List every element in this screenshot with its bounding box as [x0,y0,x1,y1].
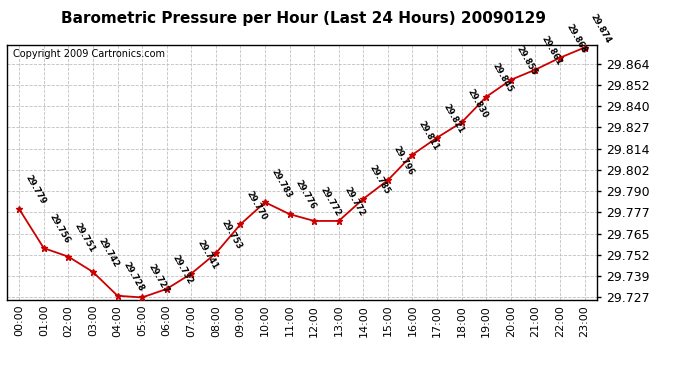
Text: 29.785: 29.785 [368,164,391,196]
Text: 29.756: 29.756 [48,213,72,245]
Text: 29.821: 29.821 [441,102,465,135]
Text: 29.811: 29.811 [417,119,441,152]
Text: 29.741: 29.741 [195,238,219,271]
Text: Copyright 2009 Cartronics.com: Copyright 2009 Cartronics.com [13,49,165,59]
Text: 29.772: 29.772 [343,186,367,218]
Text: 29.830: 29.830 [466,87,490,120]
Text: 29.727: 29.727 [146,262,170,295]
Text: 29.845: 29.845 [491,62,514,94]
Text: 29.732: 29.732 [171,254,195,286]
Text: 29.751: 29.751 [72,221,97,254]
Text: 29.728: 29.728 [121,261,146,293]
Text: 29.772: 29.772 [318,186,342,218]
Text: 29.753: 29.753 [220,218,244,250]
Text: 29.742: 29.742 [97,237,121,269]
Text: 29.770: 29.770 [244,189,268,222]
Text: 29.796: 29.796 [392,145,416,177]
Text: 29.861: 29.861 [540,34,564,67]
Text: 29.868: 29.868 [564,22,588,55]
Text: 29.776: 29.776 [294,179,317,212]
Text: Barometric Pressure per Hour (Last 24 Hours) 20090129: Barometric Pressure per Hour (Last 24 Ho… [61,11,546,26]
Text: 29.855: 29.855 [515,45,539,77]
Text: 29.779: 29.779 [23,174,47,206]
Text: 29.874: 29.874 [589,12,613,45]
Text: 29.783: 29.783 [269,167,293,200]
